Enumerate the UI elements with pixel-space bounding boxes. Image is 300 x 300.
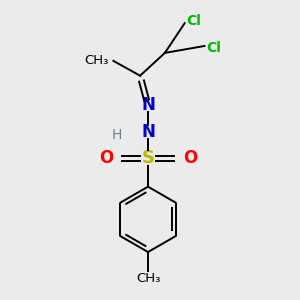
Text: CH₃: CH₃ [84,54,108,67]
Text: O: O [99,149,113,167]
Text: N: N [141,96,155,114]
Text: Cl: Cl [206,41,221,55]
Text: Cl: Cl [187,14,202,28]
Text: CH₃: CH₃ [136,272,160,285]
Text: S: S [142,149,154,167]
Text: H: H [112,128,122,142]
Text: N: N [141,123,155,141]
Text: O: O [183,149,197,167]
